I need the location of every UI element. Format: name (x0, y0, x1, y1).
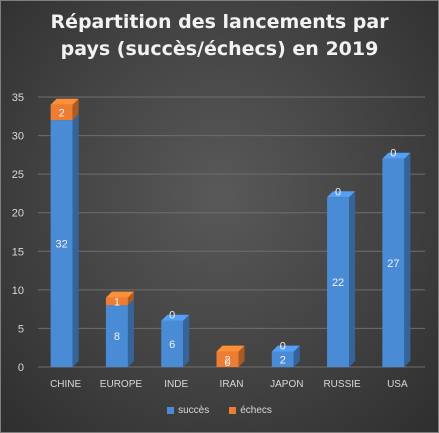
data-label: 8 (114, 331, 120, 343)
legend-item-echecs[interactable]: échecs (229, 405, 272, 416)
data-label: 1 (114, 296, 120, 308)
bar-top-INDE (161, 314, 190, 321)
y-tick-label: 25 (12, 169, 24, 181)
y-tick-label: 0 (18, 362, 24, 374)
bar-side-échecs-EUROPE (127, 291, 134, 306)
x-tick-label: USA (387, 379, 408, 390)
legend-label-echecs: échecs (240, 405, 272, 416)
data-label: 0 (169, 310, 175, 322)
bar-top-CHINE (50, 98, 79, 105)
legend: succès échecs (1, 405, 438, 416)
bar-side-succès-RUSSIE (349, 191, 356, 367)
chart-title-line-2: pays (succès/échecs) en 2019 (60, 38, 379, 60)
bar-succès-JAPON (271, 351, 294, 367)
bar-succès-CHINE (50, 120, 73, 368)
bar-succès-EUROPE (105, 305, 128, 367)
legend-swatch-echecs (229, 407, 237, 414)
bar-échecs-CHINE (50, 104, 73, 121)
data-label: 0 (280, 341, 286, 353)
data-label: 2 (59, 107, 65, 119)
data-label: 0 (390, 148, 396, 160)
x-tick-label: JAPON (270, 379, 303, 390)
legend-label-succes: succès (178, 405, 210, 416)
y-tick-label: 5 (18, 323, 24, 335)
data-label: 22 (332, 277, 344, 289)
bar-échecs-EUROPE (105, 297, 128, 306)
bar-top-RUSSIE (327, 191, 356, 198)
bar-side-succès-JAPON (293, 345, 300, 367)
x-tick-label: CHINE (50, 379, 81, 390)
x-tick-label: RUSSIE (323, 379, 361, 390)
data-label: 32 (56, 239, 68, 251)
bar-top-IRAN (216, 345, 245, 352)
bar-échecs-IRAN (216, 351, 239, 367)
data-label: 0 (335, 186, 341, 198)
bar-top-JAPON (271, 345, 300, 352)
data-label: 0 (224, 357, 230, 369)
legend-item-succes[interactable]: succès (167, 405, 209, 416)
x-tick-label: INDE (164, 379, 188, 390)
bar-side-succès-EUROPE (127, 299, 134, 367)
y-tick-label: 30 (12, 131, 24, 143)
bar-succès-USA (382, 158, 405, 367)
bar-side-succès-CHINE (72, 114, 79, 368)
chart-title: Répartition des lancements par pays (suc… (1, 9, 438, 63)
y-tick-label: 35 (12, 92, 24, 104)
bar-succès-INDE (161, 320, 184, 367)
y-tick-label: 15 (12, 246, 24, 258)
data-label: 6 (169, 339, 175, 351)
bar-top-EUROPE (105, 291, 134, 298)
data-label: 27 (387, 258, 399, 270)
bar-side-succès-USA (404, 152, 411, 367)
bar-side-échecs-CHINE (72, 98, 79, 121)
data-label: 2 (280, 354, 286, 366)
y-tick-label: 10 (12, 285, 24, 297)
x-tick-label: EUROPE (100, 379, 143, 390)
bar-side-succès-INDE (183, 314, 190, 367)
data-label: 2 (224, 354, 230, 366)
bar-side-échecs-IRAN (238, 345, 245, 367)
bar-succès-RUSSIE (327, 197, 350, 367)
chart-title-line-1: Répartition des lancements par (50, 11, 389, 33)
legend-swatch-succes (167, 407, 175, 414)
y-tick-label: 20 (12, 208, 24, 220)
x-tick-label: IRAN (220, 379, 244, 390)
bar-top-USA (382, 152, 411, 159)
